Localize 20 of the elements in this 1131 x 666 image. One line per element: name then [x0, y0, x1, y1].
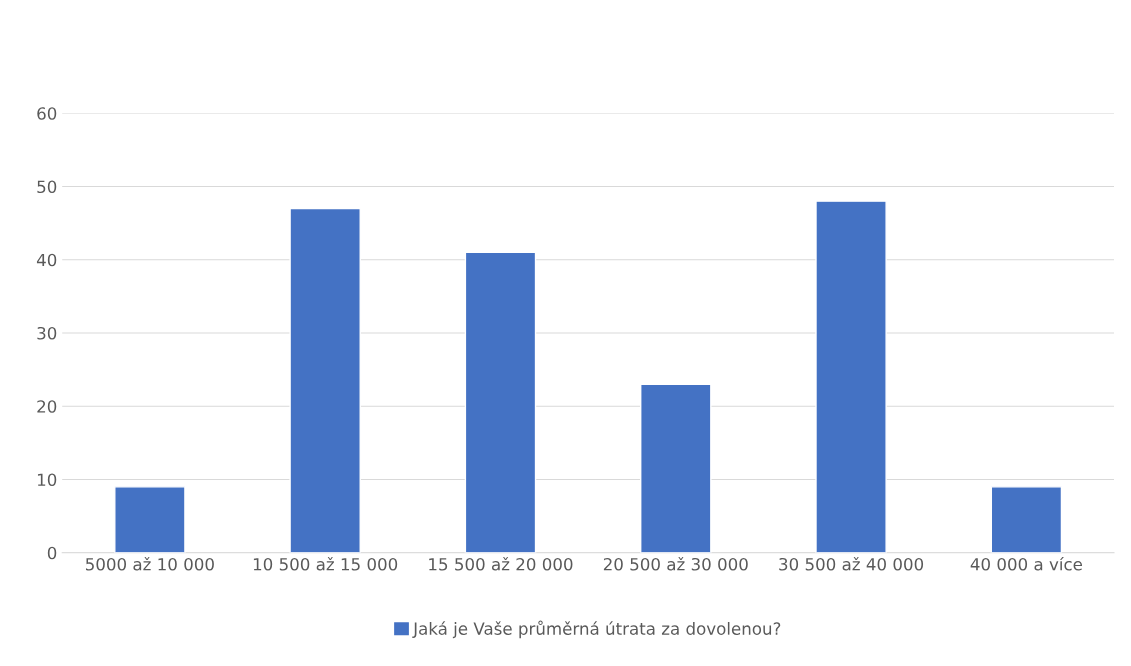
- y-tick-label: 20: [37, 400, 57, 413]
- y-tick-label: 60: [37, 107, 57, 120]
- x-tick-label: 15 500 až 20 000: [429, 556, 573, 571]
- bar: [289, 207, 361, 553]
- bar: [464, 251, 537, 553]
- bar: [815, 200, 887, 553]
- x-tick-label: 40 000 a více: [970, 556, 1083, 571]
- y-tick-label: 10: [37, 473, 57, 487]
- x-tick-label: 20 500 až 30 000: [603, 556, 748, 571]
- bar: [114, 486, 186, 553]
- legend-label: Jaká je Vaše průměrná útrata za dovolenou?: [412, 620, 781, 639]
- y-tick-label: 40: [36, 253, 57, 267]
- bar: [640, 383, 712, 553]
- y-tick-label: 30: [37, 326, 57, 340]
- y-tick-label: 0: [47, 546, 57, 560]
- x-tick-label: 10 500 až 15 000: [253, 556, 398, 571]
- y-tick-label: 50: [37, 180, 57, 194]
- x-tick-label: 30 500 až 40 000: [779, 556, 924, 571]
- x-tick-label: 5000 až 10 000: [86, 556, 214, 571]
- bar: [990, 486, 1063, 553]
